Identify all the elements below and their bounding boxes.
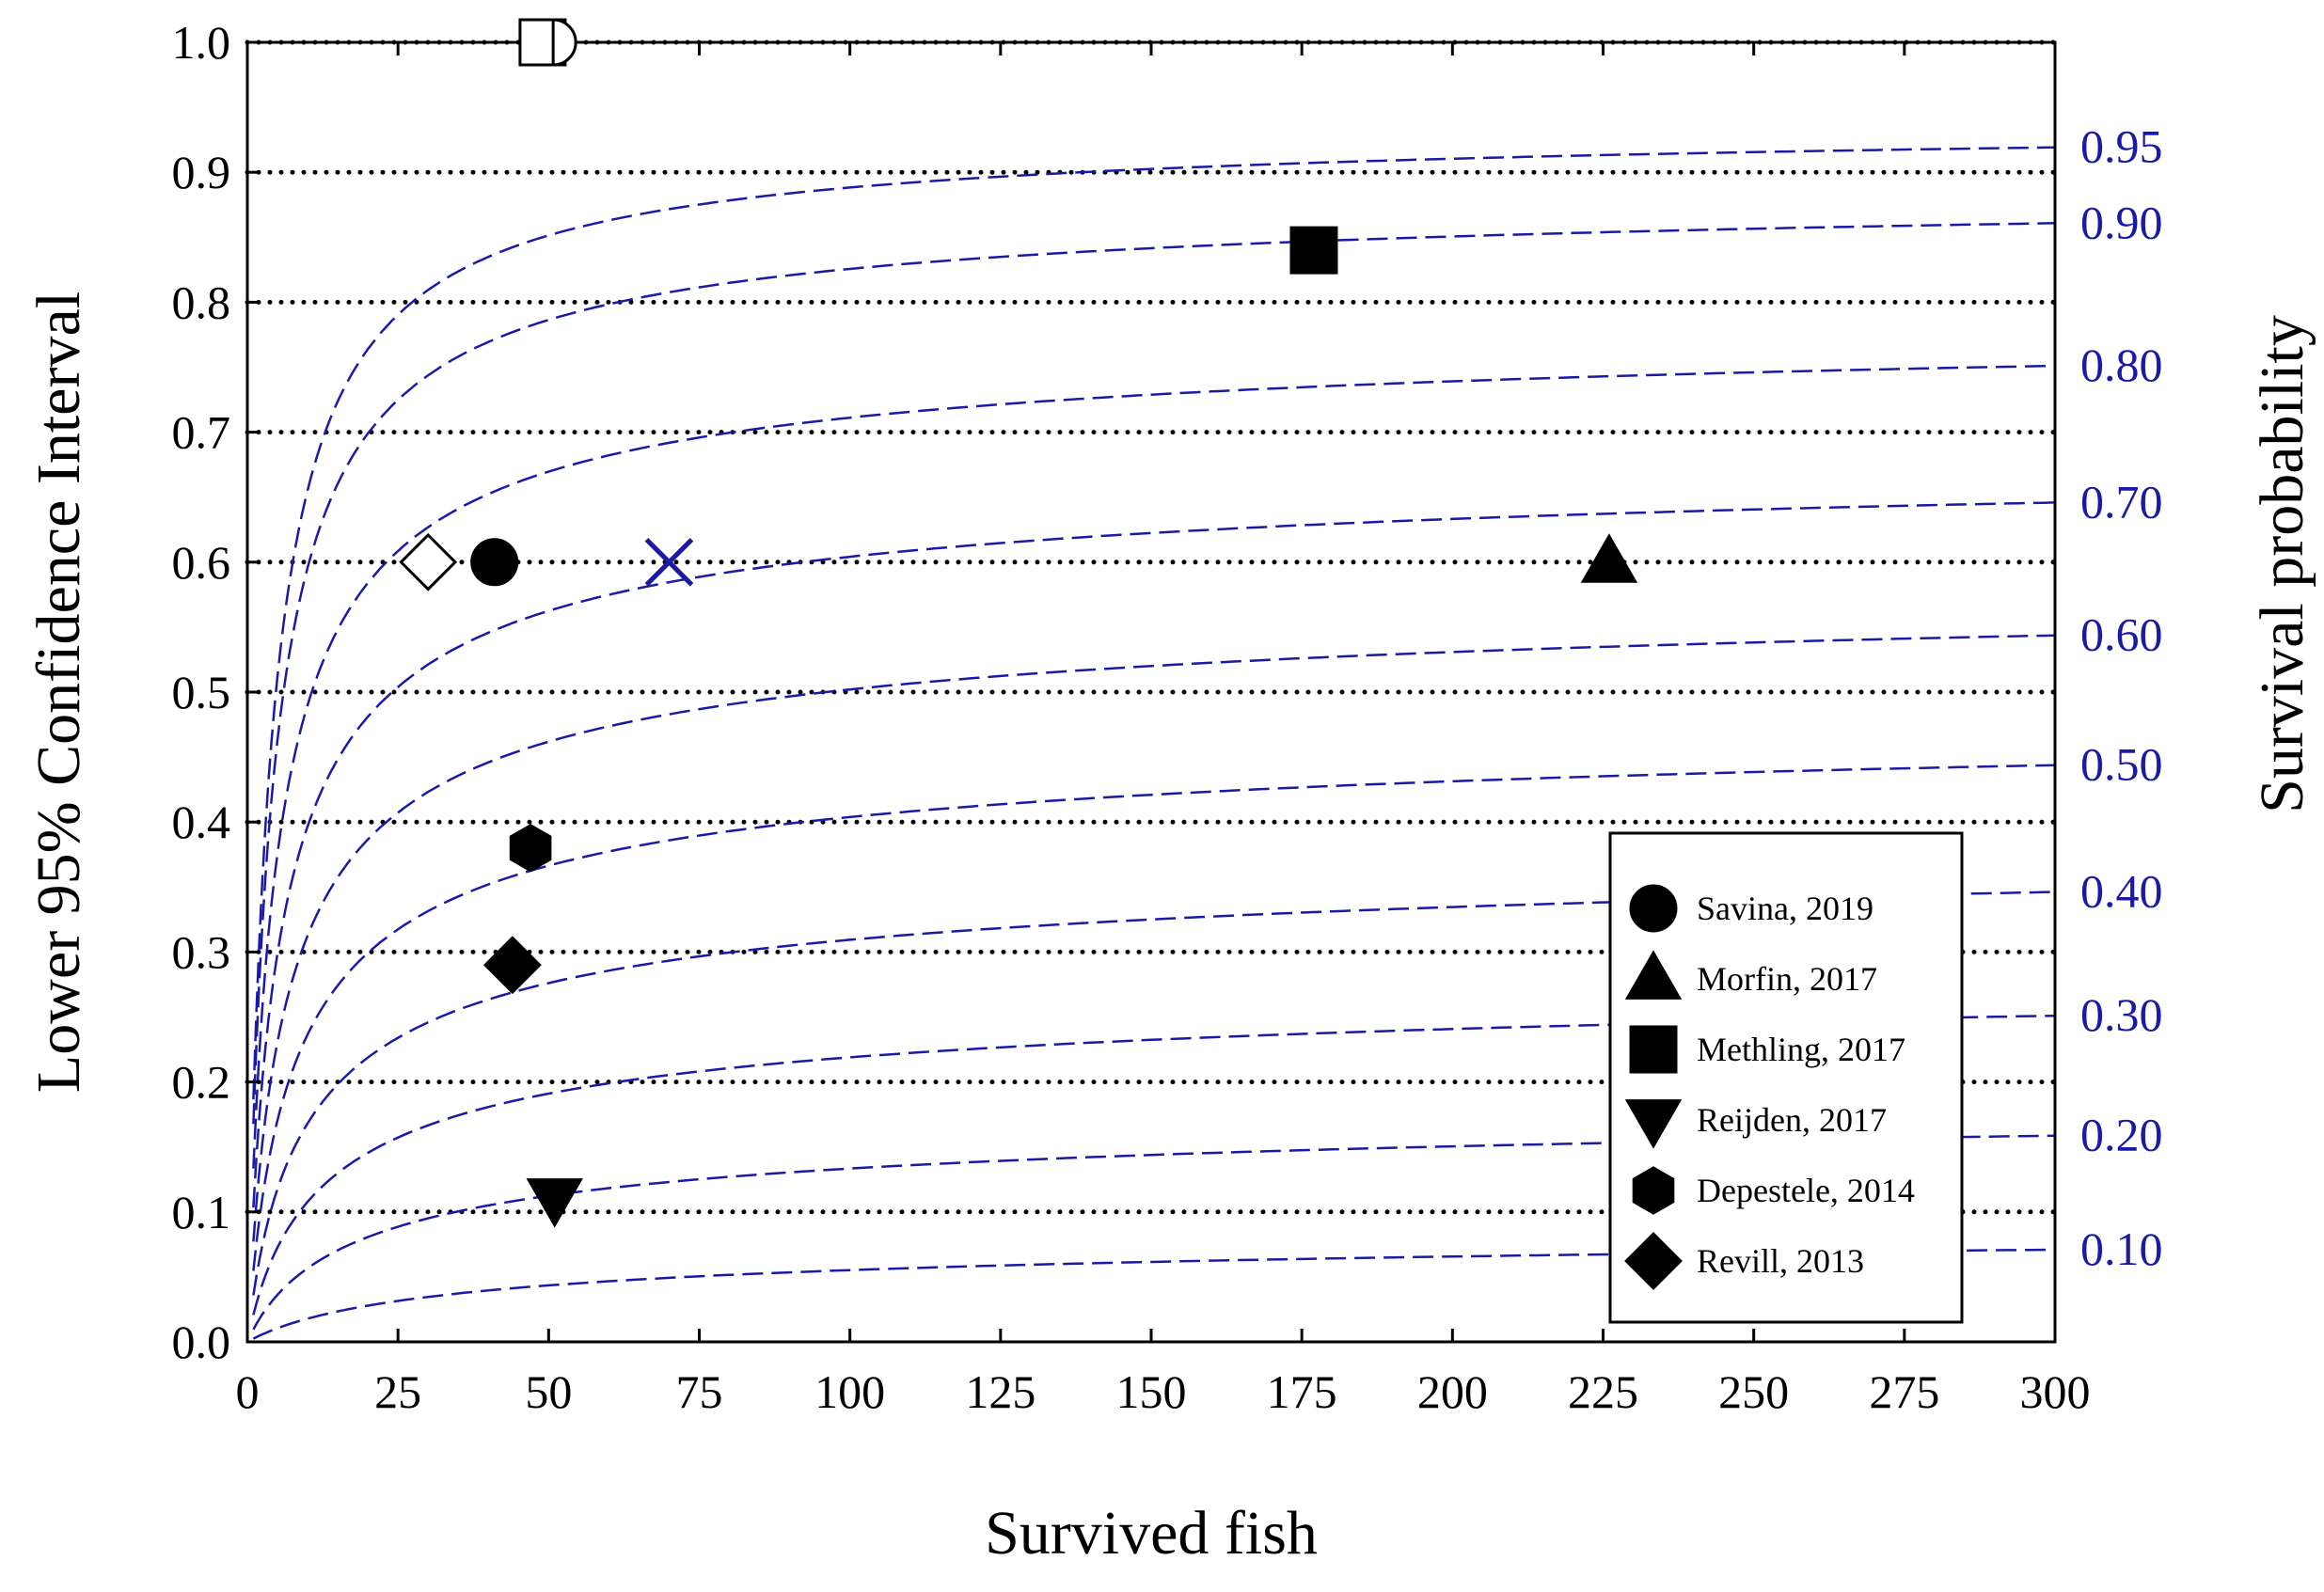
y-tick-label: 0.1	[172, 1186, 231, 1238]
legend-marker	[1629, 884, 1678, 933]
survival-curve-label: 0.70	[2080, 475, 2163, 528]
survival-curve-label: 0.20	[2080, 1109, 2163, 1161]
legend-label: Savina, 2019	[1697, 890, 1873, 927]
legend-label: Reijden, 2017	[1697, 1101, 1887, 1139]
point-diamond-open	[399, 532, 458, 591]
survival-curve	[252, 634, 2056, 1242]
survival-curve	[252, 364, 2056, 1169]
point-half-circle-open	[551, 18, 577, 67]
x-tick-label: 25	[374, 1365, 421, 1418]
x-tick-label: 125	[965, 1365, 1036, 1418]
y-tick-label: 0.0	[172, 1316, 231, 1368]
survival-curve-label: 0.95	[2080, 120, 2163, 173]
y-tick-label: 0.8	[172, 276, 231, 328]
legend-marker	[1624, 1232, 1683, 1290]
point-reijden	[526, 1178, 583, 1228]
data-points	[399, 18, 1638, 1228]
y-tick-label: 0.9	[172, 146, 231, 198]
y-tick-label: 1.0	[172, 16, 231, 69]
survival-curve-label: 0.40	[2080, 865, 2163, 918]
y-tick-label: 0.3	[172, 925, 231, 978]
legend-marker	[1629, 1025, 1678, 1074]
x-tick-label: 275	[1869, 1365, 1939, 1418]
y-tick-label: 0.6	[172, 536, 231, 589]
survival-curve	[252, 1248, 2056, 1340]
y2-axis-title: Survival probability	[2248, 315, 2316, 813]
x-tick-label: 100	[814, 1365, 885, 1418]
survival-curve-label: 0.10	[2080, 1222, 2163, 1275]
point-depestele	[509, 824, 552, 873]
x-tick-label: 75	[676, 1365, 723, 1418]
legend-label: Revill, 2013	[1697, 1242, 1864, 1280]
legend-label: Morfin, 2017	[1697, 960, 1877, 998]
point-revill	[482, 936, 542, 995]
x-tick-label: 0	[236, 1365, 260, 1418]
legend-marker	[1624, 1099, 1683, 1149]
legend: Savina, 2019 Morfin, 2017 Methling, 2017 Re…	[1608, 831, 1964, 1324]
y-tick-label: 0.7	[172, 406, 231, 459]
point-savina	[470, 538, 519, 587]
y-axis-title: Lower 95% Confidence Interval	[24, 292, 93, 1093]
survival-curve-label: 0.80	[2080, 339, 2163, 391]
y-tick-label: 0.2	[172, 1056, 231, 1109]
point-x-open	[644, 538, 694, 587]
x-tick-label: 200	[1417, 1365, 1488, 1418]
survival-curve-label: 0.90	[2080, 196, 2163, 248]
y-tick-label: 0.4	[172, 796, 231, 848]
survival-curve-label: 0.50	[2080, 738, 2163, 791]
x-tick-label: 50	[525, 1365, 572, 1418]
survival-curve	[252, 501, 2056, 1208]
legend-marker	[1632, 1166, 1675, 1215]
x-tick-label: 225	[1568, 1365, 1638, 1418]
survival-curve-label: 0.30	[2080, 988, 2163, 1041]
axis-ticks: 0.100.200.300.400.500.600.700.800.900.95…	[172, 16, 2163, 1418]
x-tick-label: 300	[2020, 1365, 2091, 1418]
x-tick-label: 150	[1116, 1365, 1187, 1418]
legend-marker	[1624, 950, 1683, 1000]
survival-curve-label: 0.60	[2080, 608, 2163, 661]
survival-curve	[252, 222, 2056, 1125]
x-tick-label: 175	[1267, 1365, 1337, 1418]
legend-label: Methling, 2017	[1697, 1031, 1905, 1068]
legend-label: Depestele, 2014	[1697, 1172, 1915, 1209]
x-axis-title: Survived fish	[985, 1499, 1318, 1568]
survival-curve	[252, 146, 2056, 1100]
point-morfin	[1580, 533, 1638, 583]
x-tick-label: 250	[1718, 1365, 1789, 1418]
point-methling	[1289, 226, 1338, 275]
y-tick-label: 0.5	[172, 666, 231, 718]
survival-curve	[252, 764, 2056, 1271]
